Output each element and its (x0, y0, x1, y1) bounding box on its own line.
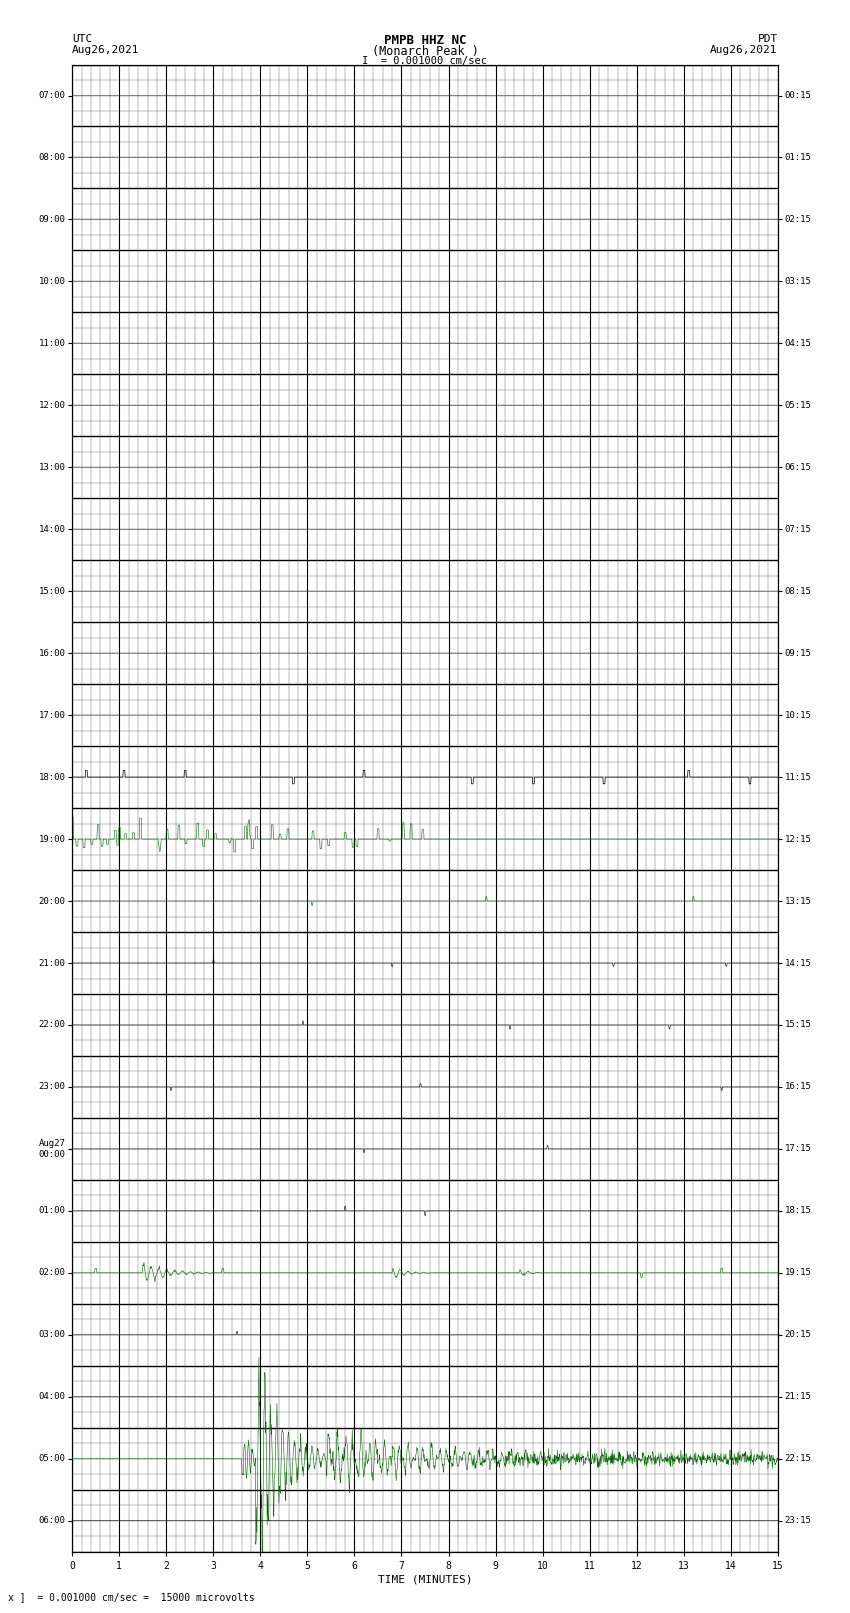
Text: I  = 0.001000 cm/sec: I = 0.001000 cm/sec (362, 56, 488, 66)
Text: UTC: UTC (72, 34, 93, 44)
Text: PDT: PDT (757, 34, 778, 44)
Text: Aug26,2021: Aug26,2021 (711, 45, 778, 55)
Text: PMPB HHZ NC: PMPB HHZ NC (383, 34, 467, 47)
X-axis label: TIME (MINUTES): TIME (MINUTES) (377, 1574, 473, 1586)
Text: x ]  = 0.001000 cm/sec =  15000 microvolts: x ] = 0.001000 cm/sec = 15000 microvolts (8, 1592, 255, 1602)
Text: (Monarch Peak ): (Monarch Peak ) (371, 45, 479, 58)
Text: Aug26,2021: Aug26,2021 (72, 45, 139, 55)
